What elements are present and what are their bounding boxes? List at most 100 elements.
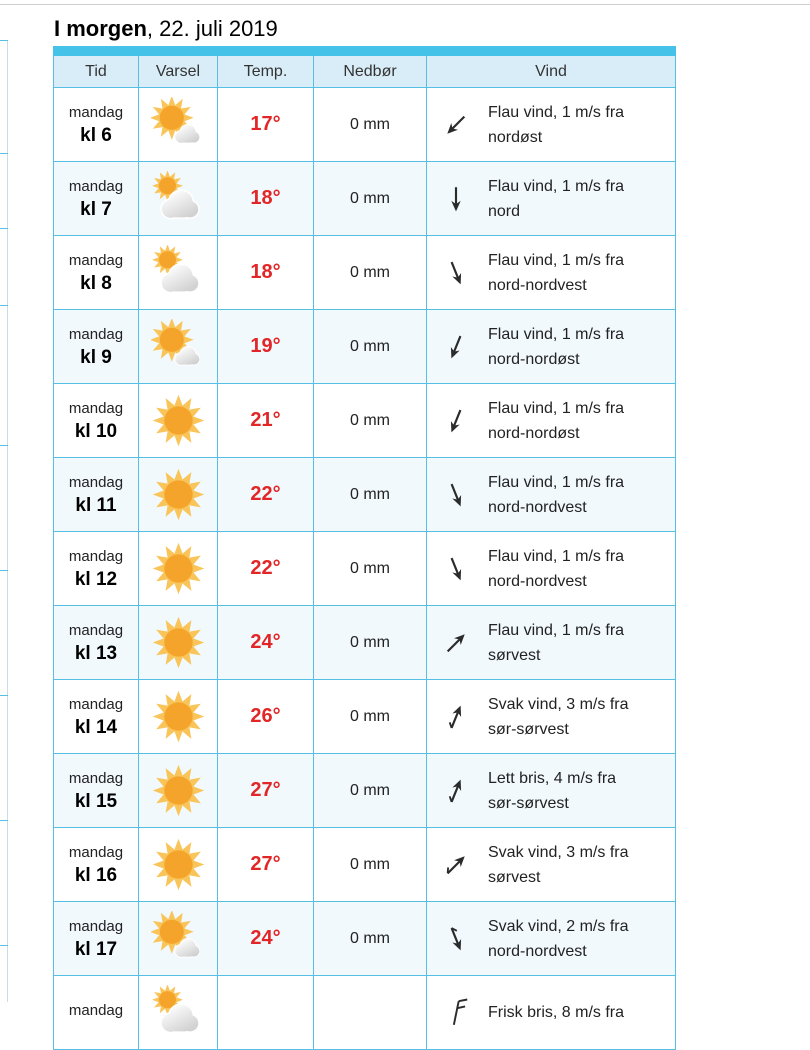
day-label: mandag xyxy=(68,1001,124,1019)
wind-arrow-icon xyxy=(441,480,471,510)
precipitation-cell: 0 mm xyxy=(314,88,427,161)
forecast-icon-cell xyxy=(139,976,218,1049)
sun-icon xyxy=(152,690,204,743)
wind-description: Flau vind, 1 m/s fra nordøst xyxy=(488,100,624,150)
hour-label: kl 17 xyxy=(74,938,118,960)
table-accent-bar xyxy=(53,46,676,56)
cloud-sun-icon xyxy=(151,171,200,220)
forecast-row-kl-15: mandag kl 15 27° 0 mm Lett bris, 4 m/s f… xyxy=(54,754,675,828)
adjacent-table-row-border xyxy=(0,945,8,946)
day-label: mandag xyxy=(68,103,124,121)
forecast-table: Tid Varsel Temp. Nedbør Vind mandag kl 6… xyxy=(53,46,676,1050)
forecast-row-kl-16: mandag kl 16 27° 0 mm Svak vind, 3 m/s f… xyxy=(54,828,675,902)
time-cell: mandag kl 10 xyxy=(54,384,139,457)
time-cell: mandag kl 7 xyxy=(54,162,139,235)
wind-description-line1: Flau vind, 1 m/s fra xyxy=(488,399,625,417)
precipitation-cell: 0 mm xyxy=(314,384,427,457)
hour-label: kl 6 xyxy=(80,124,112,146)
wind-description: Lett bris, 4 m/s fra sør-sørvest xyxy=(488,766,616,816)
wind-description: Frisk bris, 8 m/s fra xyxy=(488,1000,624,1025)
precipitation-cell: 0 mm xyxy=(314,310,427,383)
wind-description: Svak vind, 3 m/s fra sørvest xyxy=(488,840,629,890)
precipitation-cell: 0 mm xyxy=(314,458,427,531)
time-cell: mandag xyxy=(54,976,139,1049)
wind-description-line2: nord-nordvest xyxy=(488,572,587,590)
time-cell: mandag kl 8 xyxy=(54,236,139,309)
wind-description: Flau vind, 1 m/s fra nord-nordøst xyxy=(488,322,624,372)
wind-description: Svak vind, 2 m/s fra nord-nordvest xyxy=(488,914,629,964)
sun-icon xyxy=(152,542,204,595)
wind-description-line2: sørvest xyxy=(488,646,541,664)
wind-description-line1: Flau vind, 1 m/s fra xyxy=(488,621,625,639)
wind-description-line2: sør-sørvest xyxy=(488,720,569,738)
day-label: mandag xyxy=(68,177,124,195)
wind-arrow-icon xyxy=(441,850,471,880)
wind-description-line1: Svak vind, 3 m/s fra xyxy=(488,695,629,713)
wind-cell: Flau vind, 1 m/s fra nordøst xyxy=(427,88,675,161)
temperature-cell: 24° xyxy=(218,606,314,679)
hour-label: kl 15 xyxy=(74,790,118,812)
time-cell: mandag kl 15 xyxy=(54,754,139,827)
forecast-icon-cell xyxy=(139,902,218,975)
wind-description-line2: nord-nordvest xyxy=(488,942,587,960)
wind-description-line1: Flau vind, 1 m/s fra xyxy=(488,251,625,269)
day-label: mandag xyxy=(68,473,124,491)
wind-description-line2: nord-nordvest xyxy=(488,498,587,516)
hour-label: kl 13 xyxy=(74,642,118,664)
temperature-cell: 19° xyxy=(218,310,314,383)
day-label: mandag xyxy=(68,325,124,343)
wind-cell: Flau vind, 1 m/s fra nord-nordvest xyxy=(427,236,675,309)
wind-arrow-icon xyxy=(441,184,471,214)
precipitation-cell: 0 mm xyxy=(314,606,427,679)
wind-description-line1: Frisk bris, 8 m/s fra xyxy=(488,1004,625,1021)
table-header-row: Tid Varsel Temp. Nedbør Vind xyxy=(53,56,676,88)
adjacent-table-row-border xyxy=(0,305,8,306)
day-label: mandag xyxy=(68,769,124,787)
wind-description-line1: Svak vind, 3 m/s fra xyxy=(488,843,629,861)
forecast-icon-cell xyxy=(139,606,218,679)
forecast-row-kl-8: mandag kl 8 18° 0 mm Flau vind, 1 m/s fr… xyxy=(54,236,675,310)
wind-cell: Svak vind, 2 m/s fra nord-nordvest xyxy=(427,902,675,975)
hour-label: kl 12 xyxy=(74,568,118,590)
wind-cell: Frisk bris, 8 m/s fra xyxy=(427,976,675,1049)
wind-cell: Flau vind, 1 m/s fra nord-nordøst xyxy=(427,310,675,383)
wind-cell: Flau vind, 1 m/s fra sørvest xyxy=(427,606,675,679)
temperature-cell: 18° xyxy=(218,162,314,235)
hour-label: kl 14 xyxy=(74,716,118,738)
wind-description: Flau vind, 1 m/s fra sørvest xyxy=(488,618,624,668)
day-label: mandag xyxy=(68,251,124,269)
wind-cell: Flau vind, 1 m/s fra nord-nordvest xyxy=(427,532,675,605)
wind-arrow-icon xyxy=(441,628,471,658)
cloud-sun-icon xyxy=(151,245,200,294)
column-header-vind: Vind xyxy=(535,62,567,80)
time-cell: mandag kl 12 xyxy=(54,532,139,605)
page-title: I morgen, 22. juli 2019 xyxy=(54,16,278,42)
forecast-icon-cell xyxy=(139,754,218,827)
forecast-row-kl-9: mandag kl 9 19° 0 mm Flau vind, 1 m/s fr… xyxy=(54,310,675,384)
wind-description: Flau vind, 1 m/s fra nord xyxy=(488,174,624,224)
forecast-icon-cell xyxy=(139,828,218,901)
forecast-row-kl-6: mandag kl 6 17° 0 mm Flau vind, 1 m/s fr… xyxy=(54,88,675,162)
wind-description-line1: Lett bris, 4 m/s fra xyxy=(488,769,617,787)
precipitation-cell xyxy=(314,976,427,1049)
wind-description-line1: Flau vind, 1 m/s fra xyxy=(488,547,625,565)
hour-label: kl 9 xyxy=(80,346,112,368)
forecast-icon-cell xyxy=(139,88,218,161)
wind-cell: Flau vind, 1 m/s fra nord-nordøst xyxy=(427,384,675,457)
wind-description-line2: nord xyxy=(488,202,521,220)
hour-label: kl 10 xyxy=(74,420,118,442)
wind-description: Flau vind, 1 m/s fra nord-nordøst xyxy=(488,396,624,446)
hour-label: kl 8 xyxy=(80,272,112,294)
temperature-cell: 18° xyxy=(218,236,314,309)
day-label: mandag xyxy=(68,621,124,639)
forecast-row-kl-13: mandag kl 13 24° 0 mm Flau vind, 1 m/s f… xyxy=(54,606,675,680)
wind-cell: Flau vind, 1 m/s fra nord xyxy=(427,162,675,235)
time-cell: mandag kl 13 xyxy=(54,606,139,679)
wind-cell: Flau vind, 1 m/s fra nord-nordvest xyxy=(427,458,675,531)
time-cell: mandag kl 9 xyxy=(54,310,139,383)
wind-description-line1: Flau vind, 1 m/s fra xyxy=(488,325,625,343)
wind-description-line2: nordøst xyxy=(488,128,543,146)
sun-icon xyxy=(152,468,204,521)
adjacent-table-row-border xyxy=(0,228,8,229)
forecast-icon-cell xyxy=(139,236,218,309)
